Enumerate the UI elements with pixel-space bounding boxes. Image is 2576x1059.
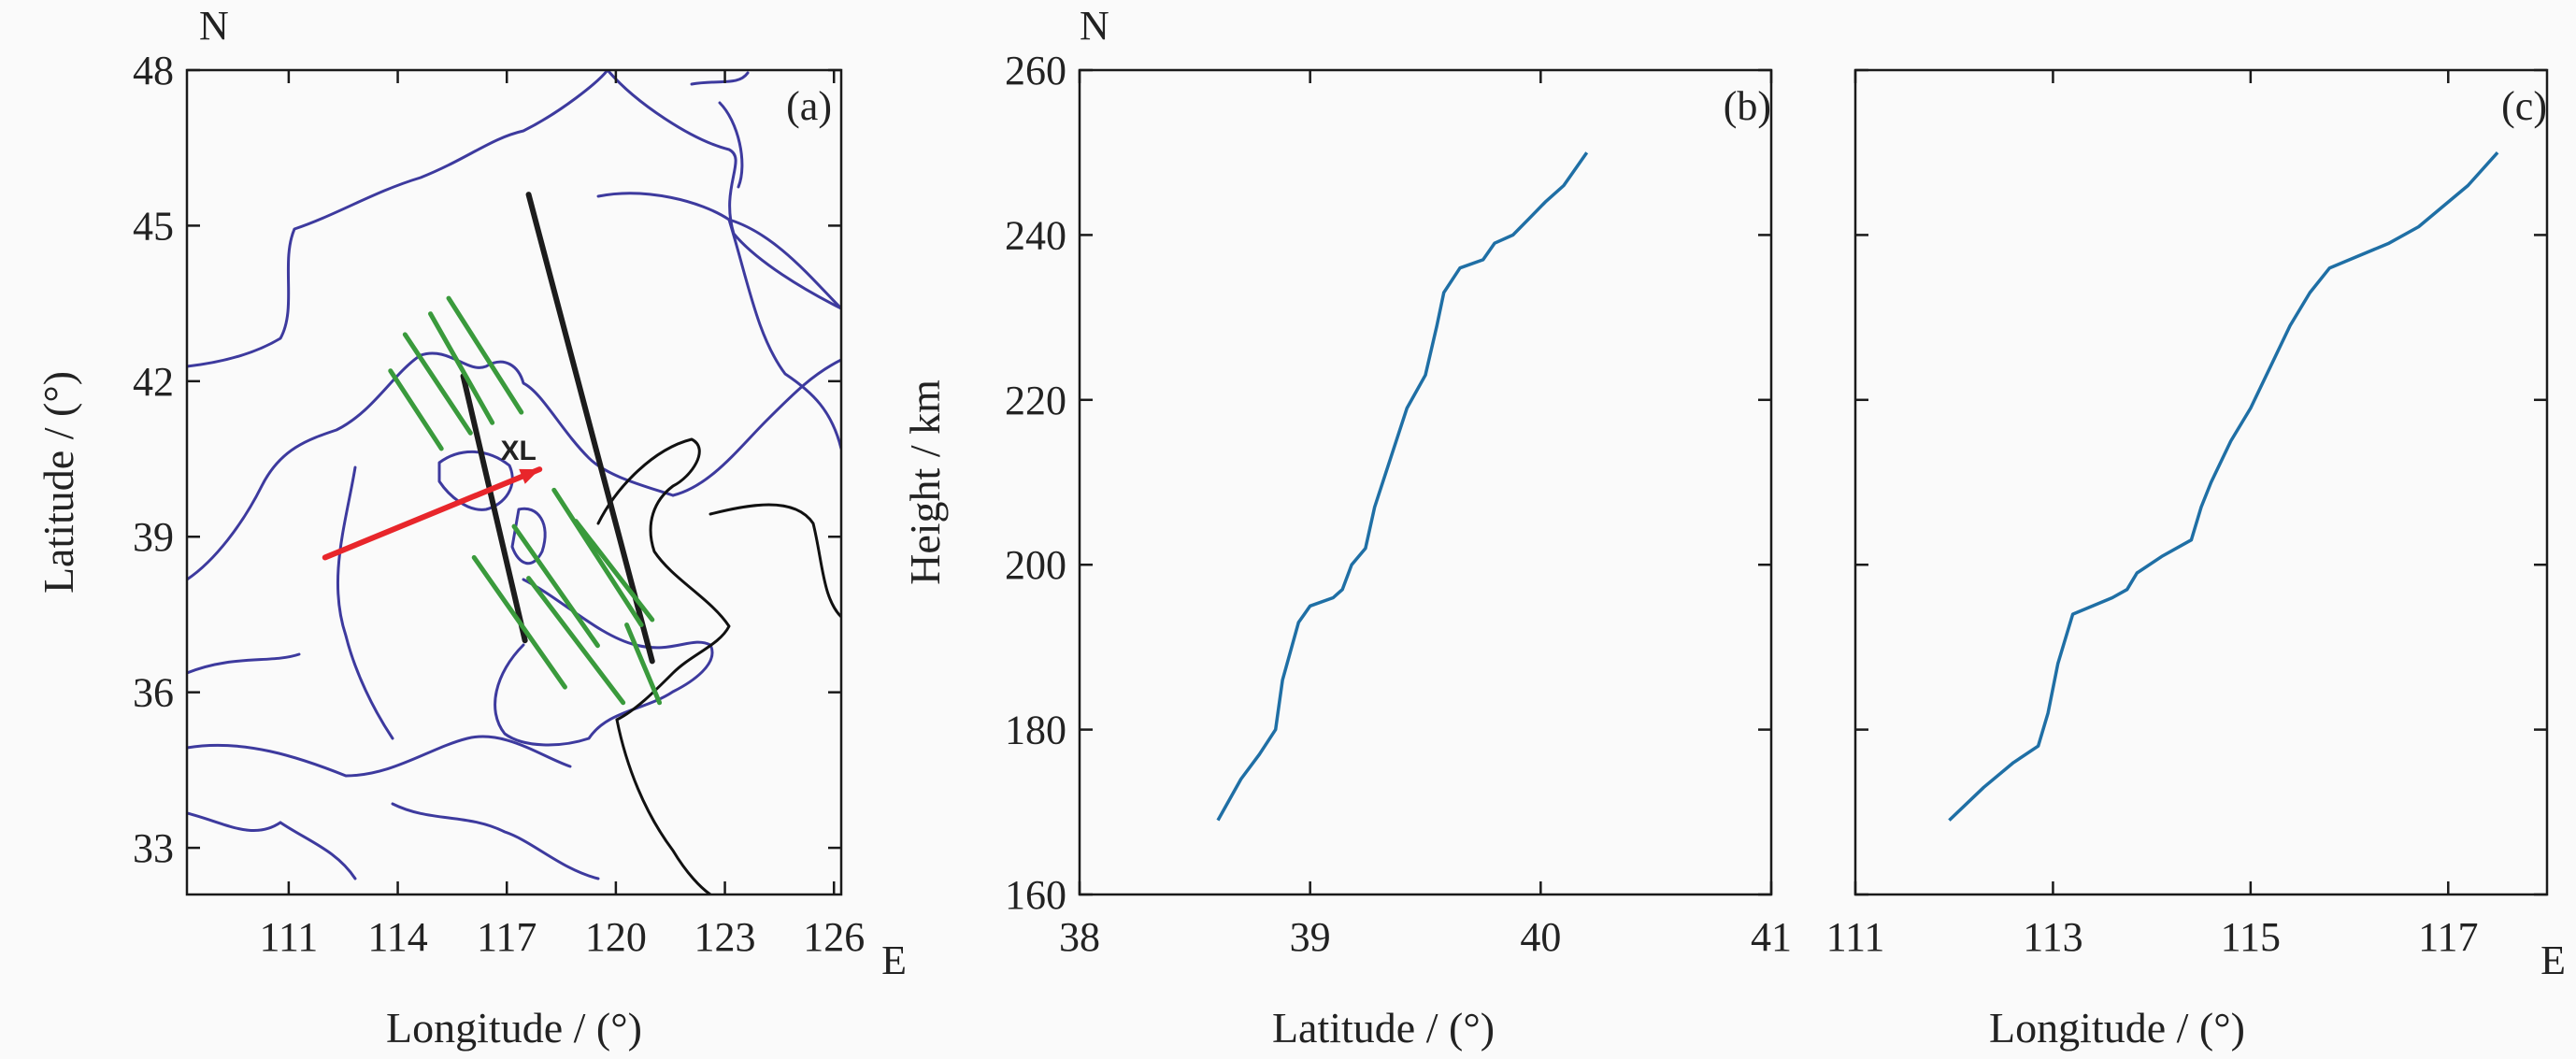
green-track bbox=[624, 623, 663, 706]
border-inner-mongolia-north bbox=[606, 70, 841, 310]
green-track bbox=[402, 332, 473, 436]
panel-b-ytick-label: 200 bbox=[1005, 542, 1066, 588]
panel-b-profile-line bbox=[1216, 151, 1589, 822]
border-nei-menggu-inner bbox=[596, 192, 841, 451]
panel-a-xtick-label: 111 bbox=[260, 914, 319, 960]
panel-c-xtick-label: 115 bbox=[2221, 914, 2281, 960]
panel-a-map-layer: XL bbox=[187, 70, 841, 894]
panel-c-frame bbox=[1853, 68, 2549, 896]
panel-a: XL 111 114 117 120 123 126 33 36 39 42 45 48 (a) Lo… bbox=[35, 3, 907, 1052]
green-track bbox=[446, 295, 524, 415]
coastline-korea-border bbox=[708, 503, 841, 619]
panel-c-x-unit: E bbox=[2540, 937, 2566, 983]
border-anhui bbox=[187, 811, 357, 880]
coastline bbox=[596, 437, 841, 894]
border-tianjin bbox=[510, 507, 547, 565]
red-track bbox=[322, 466, 543, 561]
panel-b-xtick-label: 40 bbox=[1520, 914, 1561, 960]
panel-b: 38 39 40 41 160 180 200 220 240 260 (b) Latitude … bbox=[901, 3, 1792, 1052]
panel-b-ytick-label: 240 bbox=[1005, 212, 1066, 258]
green-tracks bbox=[388, 295, 663, 706]
satellite-track bbox=[460, 373, 528, 644]
black-tracks bbox=[460, 192, 655, 665]
red-track-group bbox=[322, 466, 543, 561]
panel-c-xtick-label: 117 bbox=[2418, 914, 2478, 960]
border-henan bbox=[187, 735, 572, 778]
green-track bbox=[471, 554, 567, 690]
panel-b-ytick-label: 260 bbox=[1005, 48, 1066, 93]
panel-b-ytick-label: 220 bbox=[1005, 378, 1066, 423]
panel-c: 111 113 115 117 (c) Longitude / (°) E bbox=[1826, 68, 2566, 1052]
panel-a-ytick-label: 36 bbox=[133, 670, 174, 716]
panel-a-y-unit: N bbox=[199, 3, 229, 49]
panel-a-ytick-label: 33 bbox=[133, 825, 174, 871]
green-track bbox=[526, 576, 626, 706]
panel-b-y-unit: N bbox=[1080, 3, 1109, 49]
panel-b-xtick-label: 41 bbox=[1751, 914, 1792, 960]
panel-c-profile-line bbox=[1948, 151, 2499, 822]
panel-a-x-unit: E bbox=[881, 937, 907, 983]
green-track bbox=[573, 519, 655, 623]
border-beijing bbox=[437, 450, 514, 511]
province-borders bbox=[187, 70, 841, 880]
green-track bbox=[551, 487, 644, 628]
border-heilongjiang bbox=[690, 71, 750, 189]
panel-a-frame bbox=[185, 68, 843, 896]
panel-a-ytick-label: 39 bbox=[133, 514, 174, 560]
panel-c-xtick-label: 111 bbox=[1826, 914, 1885, 960]
panel-b-ytick-label: 160 bbox=[1005, 872, 1066, 918]
border-jiangsu bbox=[391, 802, 600, 880]
panel-c-xtick-label: 113 bbox=[2023, 914, 2082, 960]
panel-a-xlabel: Longitude / (°) bbox=[386, 1004, 642, 1052]
panel-a-ylabel: Latitude / (°) bbox=[35, 371, 82, 594]
panel-a-ytick-label: 48 bbox=[133, 48, 174, 93]
panel-c-xlabel: Longitude / (°) bbox=[1989, 1004, 2245, 1052]
station-label: XL bbox=[501, 436, 537, 466]
panel-a-xtick-label: 117 bbox=[477, 914, 537, 960]
panel-b-xtick-label: 39 bbox=[1290, 914, 1331, 960]
border-liaoning bbox=[671, 358, 841, 497]
panel-b-tag: (b) bbox=[1724, 83, 1771, 129]
panel-c-tag: (c) bbox=[2501, 83, 2547, 129]
panel-a-ytick-label: 42 bbox=[133, 359, 174, 405]
coastline-bohai bbox=[596, 437, 731, 722]
panel-a-axes: 111 114 117 120 123 126 33 36 39 42 45 48 bbox=[133, 48, 865, 960]
panel-a-tag: (a) bbox=[786, 83, 832, 129]
panel-a-xtick-label: 120 bbox=[585, 914, 647, 960]
panel-a-xtick-label: 123 bbox=[694, 914, 756, 960]
border-mongolia bbox=[187, 70, 609, 368]
satellite-track bbox=[525, 192, 655, 665]
panel-b-xtick-label: 38 bbox=[1059, 914, 1100, 960]
panel-a-xtick-label: 114 bbox=[367, 914, 427, 960]
border-shandong bbox=[494, 578, 714, 747]
panel-b-frame bbox=[1078, 68, 1773, 896]
border-hebei bbox=[187, 351, 675, 581]
panel-b-series bbox=[1216, 151, 1589, 822]
red-track-arrowhead bbox=[519, 468, 540, 484]
panel-a-xtick-label: 126 bbox=[803, 914, 865, 960]
panel-b-axes: 38 39 40 41 160 180 200 220 240 260 bbox=[1005, 48, 1792, 960]
panel-b-xlabel: Latitude / (°) bbox=[1272, 1004, 1495, 1052]
border-shanxi bbox=[187, 465, 394, 740]
green-track bbox=[428, 311, 495, 425]
green-track bbox=[511, 523, 600, 649]
green-track bbox=[388, 368, 444, 451]
panel-c-series bbox=[1948, 151, 2499, 822]
panel-a-ytick-label: 45 bbox=[133, 203, 174, 249]
coastline-east-china bbox=[615, 718, 712, 894]
panel-c-axes: 111 113 115 117 bbox=[1826, 68, 2549, 960]
panel-b-ylabel: Height / km bbox=[901, 379, 949, 585]
panel-b-ytick-label: 180 bbox=[1005, 708, 1066, 753]
